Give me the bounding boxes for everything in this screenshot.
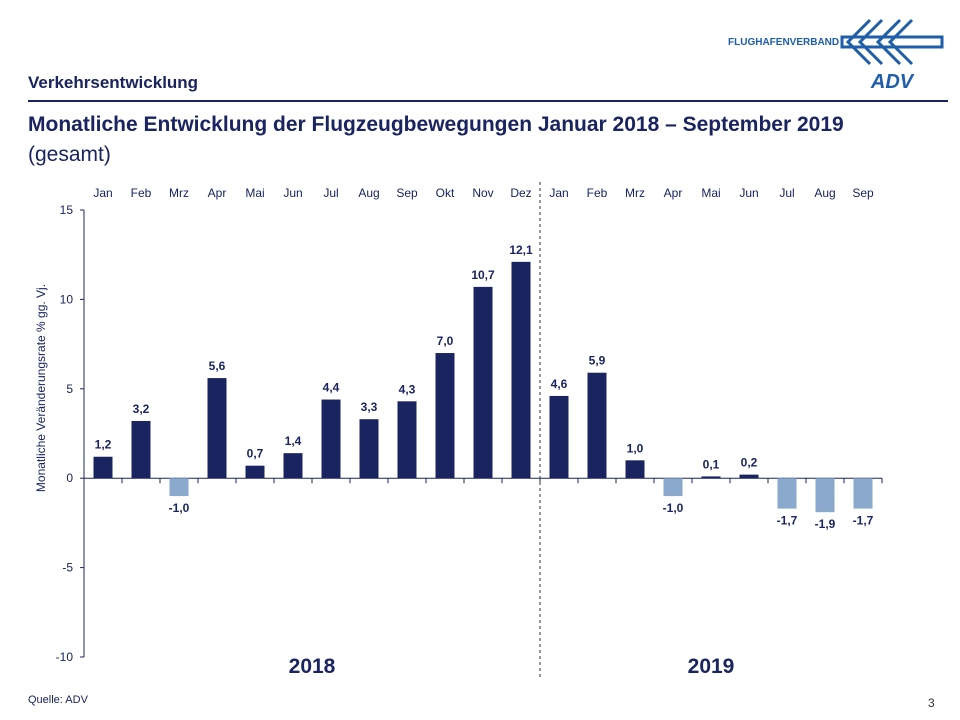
data-label: -1,0 <box>663 501 684 515</box>
year-label: 2018 <box>289 655 336 678</box>
bar <box>321 399 341 479</box>
y-tick-label: 0 <box>66 471 73 485</box>
bar <box>207 378 227 479</box>
chart-title: Monatliche Entwicklung der Flugzeugbeweg… <box>28 113 844 136</box>
y-axis-label: Monatliche Veränderungsrate % gg. Vj. <box>34 284 48 492</box>
data-label: 4,6 <box>551 377 568 391</box>
category-label: Jan <box>93 186 112 200</box>
bar <box>853 478 873 509</box>
adv-logo: ADV <box>840 18 944 90</box>
data-label: 5,6 <box>209 359 226 373</box>
bar <box>359 419 379 479</box>
data-label: -1,0 <box>169 501 190 515</box>
y-tick-label: -10 <box>56 650 74 664</box>
category-label: Jul <box>323 186 338 200</box>
category-label: Mai <box>245 186 264 200</box>
data-label: 0,2 <box>741 456 758 470</box>
bar <box>777 478 797 509</box>
category-label: Dez <box>510 186 531 200</box>
category-label: Jan <box>549 186 568 200</box>
section-title: Verkehrsentwicklung <box>28 73 199 92</box>
data-label: 4,4 <box>323 381 340 395</box>
y-tick-label: 15 <box>60 203 74 217</box>
data-label: 0,7 <box>247 447 264 461</box>
category-label: Mrz <box>625 186 645 200</box>
data-label: 1,0 <box>627 441 644 455</box>
y-tick-label: -5 <box>62 561 73 575</box>
category-label: Aug <box>814 186 835 200</box>
data-label: -1,7 <box>853 514 874 528</box>
y-tick-label: 10 <box>60 292 74 306</box>
category-label: Okt <box>436 186 455 200</box>
category-label: Jun <box>283 186 302 200</box>
page-number: 3 <box>928 696 935 710</box>
data-label: -1,7 <box>777 514 798 528</box>
category-label: Apr <box>664 186 683 200</box>
data-label: 12,1 <box>509 243 533 257</box>
bar <box>245 465 265 479</box>
data-label: 4,3 <box>399 382 416 396</box>
bar <box>549 395 569 479</box>
category-label: Sep <box>396 186 418 200</box>
bar <box>169 478 189 497</box>
data-label: 7,0 <box>437 334 454 348</box>
bar <box>587 372 607 479</box>
data-label: 1,4 <box>285 434 302 448</box>
chart-subtitle: (gesamt) <box>28 143 111 166</box>
category-label: Aug <box>358 186 379 200</box>
bar <box>435 353 455 479</box>
category-label: Jul <box>779 186 794 200</box>
category-label: Sep <box>852 186 874 200</box>
bar <box>815 478 835 513</box>
logo-text: FLUGHAFENVERBAND <box>728 37 840 48</box>
data-label: 10,7 <box>471 268 495 282</box>
data-label: -1,9 <box>815 517 836 531</box>
data-label: 0,1 <box>703 457 720 471</box>
bar <box>283 453 303 479</box>
category-label: Mrz <box>169 186 189 200</box>
bar <box>739 474 759 479</box>
category-label: Mai <box>701 186 720 200</box>
y-tick-label: 5 <box>66 382 73 396</box>
data-label: 1,2 <box>95 438 112 452</box>
category-label: Nov <box>472 186 493 200</box>
bar <box>131 420 151 479</box>
data-label: 3,3 <box>361 400 378 414</box>
category-label: Feb <box>131 186 152 200</box>
logo-mark: ADV <box>870 71 915 90</box>
bar <box>511 261 531 479</box>
bar <box>663 478 683 497</box>
data-label: 3,2 <box>133 402 150 416</box>
bar <box>397 401 417 479</box>
source-note: Quelle: ADV <box>28 694 88 706</box>
header-rule <box>28 100 948 102</box>
bar <box>625 460 645 479</box>
bar <box>473 286 493 479</box>
year-label: 2019 <box>688 655 735 678</box>
category-label: Jun <box>739 186 758 200</box>
data-label: 5,9 <box>589 354 606 368</box>
bar <box>93 456 113 479</box>
category-label: Feb <box>587 186 608 200</box>
category-label: Apr <box>208 186 227 200</box>
bar <box>701 476 721 479</box>
